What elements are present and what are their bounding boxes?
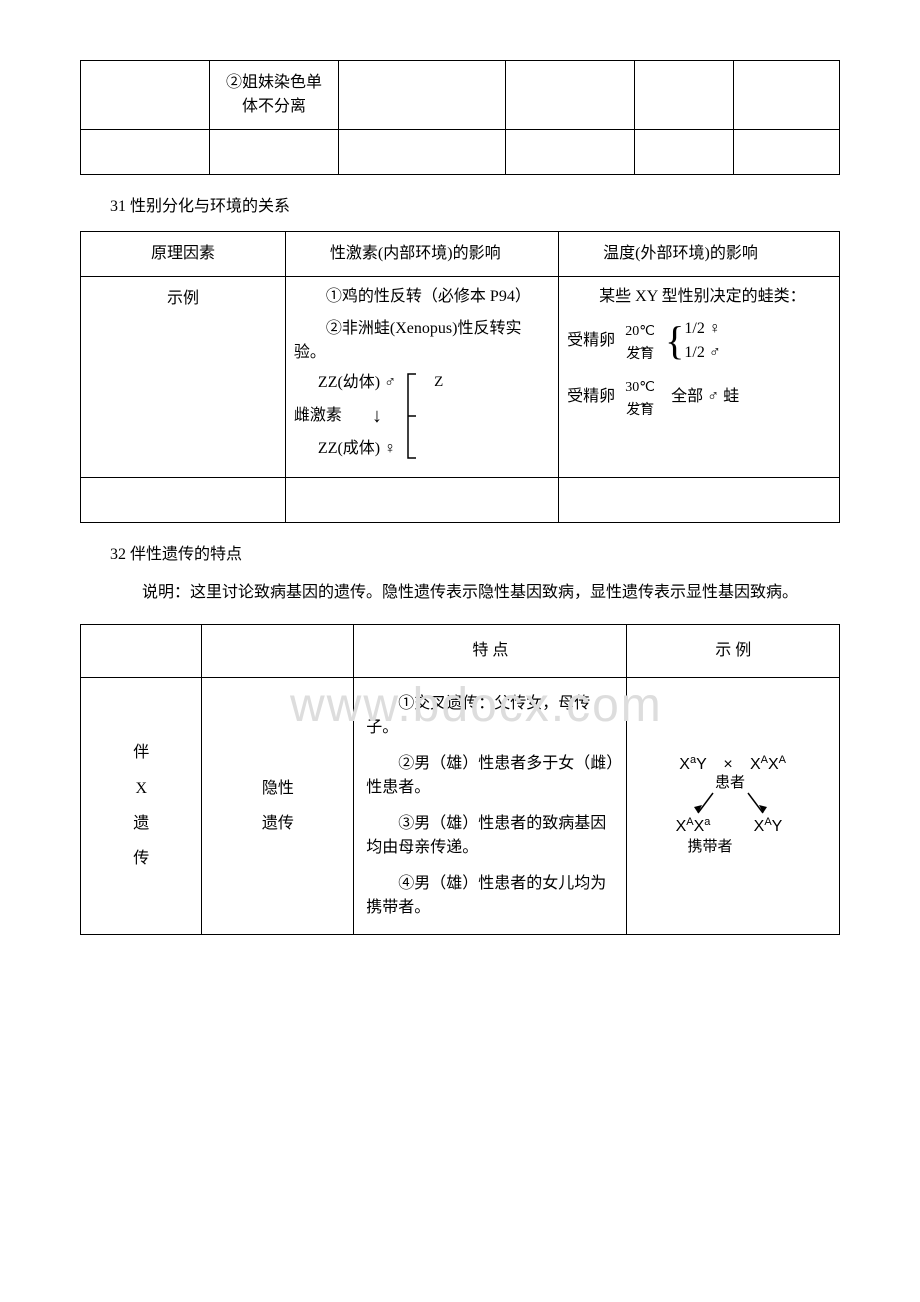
table-row xyxy=(81,478,840,523)
table-row: 伴 X 遗 传 隐性 遗传 ①交叉遗传：父传女，母传子。 ②男（雄）性患者多于女… xyxy=(81,677,840,934)
cell-text: ②姐妹染色单体不分离 xyxy=(210,61,339,130)
zz-juvenile: ZZ(幼体) ♂ xyxy=(318,371,396,395)
flow-20c: 受精卵 20℃ → 发育 { 1/2 ♀ 1/2 ♂ xyxy=(567,317,831,365)
result-all-male: 全部 ♂ 蛙 xyxy=(671,385,739,409)
table-row: 原理因素 性激素(内部环境)的影响 温度(外部环境)的影响 xyxy=(81,232,840,277)
cell-header: 原理因素 xyxy=(81,232,286,277)
zz-adult: ZZ(成体) ♀ xyxy=(318,437,396,461)
cell-label: 示例 xyxy=(81,277,286,478)
svg-text:XaY: XaY xyxy=(680,754,708,773)
cell-hormone-example: ①鸡的性反转（必修本 P94） ②非洲蛙(Xenopus)性反转实验。 ZZ(幼… xyxy=(285,277,558,478)
cell-empty xyxy=(285,478,558,523)
cell-content: ②姐妹染色单体不分离 xyxy=(222,71,326,119)
brace-icon: { xyxy=(665,325,684,357)
section-31-heading: 31 性别分化与环境的关系 xyxy=(110,195,840,219)
svg-text:XAXa: XAXa xyxy=(676,816,712,835)
cell-header: 示 例 xyxy=(627,624,840,677)
cell-x-linked: 伴 X 遗 传 xyxy=(81,677,202,934)
cell-empty xyxy=(506,130,635,175)
svg-text:患者: 患者 xyxy=(715,774,745,791)
egg-label: 受精卵 xyxy=(567,385,615,409)
cell-empty xyxy=(733,130,839,175)
cell-empty xyxy=(339,61,506,130)
cell-empty xyxy=(559,478,840,523)
egg-label: 受精卵 xyxy=(567,329,615,353)
cell-header: 温度(外部环境)的影响 xyxy=(559,232,840,277)
table-31: 原理因素 性激素(内部环境)的影响 温度(外部环境)的影响 示例 ①鸡的性反转（… xyxy=(80,231,840,523)
cell-empty xyxy=(81,130,210,175)
cell-empty xyxy=(81,478,286,523)
hormone-label: 雌激素 xyxy=(294,404,342,428)
cell-empty xyxy=(202,624,354,677)
cell-recessive: 隐性 遗传 xyxy=(202,677,354,934)
cell-empty xyxy=(339,130,506,175)
svg-text:XAXA: XAXA xyxy=(750,754,787,773)
cell-header: 性激素(内部环境)的影响 xyxy=(285,232,558,277)
section-32-note: 说明：这里讨论致病基因的遗传。隐性遗传表示隐性基因致病，显性遗传表示显性基因致病… xyxy=(110,579,840,608)
text-line: ②非洲蛙(Xenopus)性反转实验。 xyxy=(294,317,550,365)
table-row xyxy=(81,130,840,175)
feature-1: ①交叉遗传：父传女，母传子。 xyxy=(366,692,614,740)
down-arrow-icon: ↓ xyxy=(372,401,382,431)
svg-text:XAY: XAY xyxy=(754,816,783,835)
feature-2: ②男（雄）性患者多于女（雌）性患者。 xyxy=(366,752,614,800)
develop-label: 发育 xyxy=(615,400,665,421)
cell-empty xyxy=(210,130,339,175)
table-row: 特 点 示 例 xyxy=(81,624,840,677)
svg-text:×: × xyxy=(724,756,733,773)
bracket-icon xyxy=(404,371,434,461)
develop-label: 发育 xyxy=(615,344,665,365)
cell-empty xyxy=(81,624,202,677)
cell-empty xyxy=(506,61,635,130)
table-chromosome-partial: ②姐妹染色单体不分离 xyxy=(80,60,840,175)
z-label: Z xyxy=(434,371,443,394)
cell-temp-example: 某些 XY 型性别决定的蛙类： 受精卵 20℃ → 发育 { 1/2 ♀ 1/2… xyxy=(559,277,840,478)
cell-empty xyxy=(635,61,734,130)
result-half-male: 1/2 ♂ xyxy=(684,341,720,365)
feature-3: ③男（雄）性患者的致病基因均由母亲传递。 xyxy=(366,812,614,860)
text-line: 某些 XY 型性别决定的蛙类： xyxy=(567,285,831,309)
cell-empty xyxy=(635,130,734,175)
genetics-cross-diagram: XaY × XAXA 患者 XAXa XAY 携带者 xyxy=(658,751,808,861)
cell-genetics-diagram: XaY × XAXA 患者 XAXa XAY 携带者 xyxy=(627,677,840,934)
cell-features: ①交叉遗传：父传女，母传子。 ②男（雄）性患者多于女（雌）性患者。 ③男（雄）性… xyxy=(354,677,627,934)
feature-4: ④男（雄）性患者的女儿均为携带者。 xyxy=(366,872,614,920)
svg-text:携带者: 携带者 xyxy=(688,838,733,855)
table-32: 特 点 示 例 伴 X 遗 传 隐性 遗传 ①交叉遗传：父传女，母传子。 ②男（… xyxy=(80,624,840,935)
text-line: ①鸡的性反转（必修本 P94） xyxy=(294,285,550,309)
flow-30c: 受精卵 30℃ → 发育 全部 ♂ 蛙 xyxy=(567,381,831,413)
section-32-heading: 32 伴性遗传的特点 xyxy=(110,543,840,567)
cell-header: 特 点 xyxy=(354,624,627,677)
zz-flow-diagram: ZZ(幼体) ♂ 雌激素 ↓ ZZ(成体) ♀ xyxy=(294,371,396,461)
table-row: ②姐妹染色单体不分离 xyxy=(81,61,840,130)
result-half-female: 1/2 ♀ xyxy=(684,317,720,341)
cell-empty xyxy=(733,61,839,130)
cell-empty xyxy=(81,61,210,130)
table-row: 示例 ①鸡的性反转（必修本 P94） ②非洲蛙(Xenopus)性反转实验。 Z… xyxy=(81,277,840,478)
